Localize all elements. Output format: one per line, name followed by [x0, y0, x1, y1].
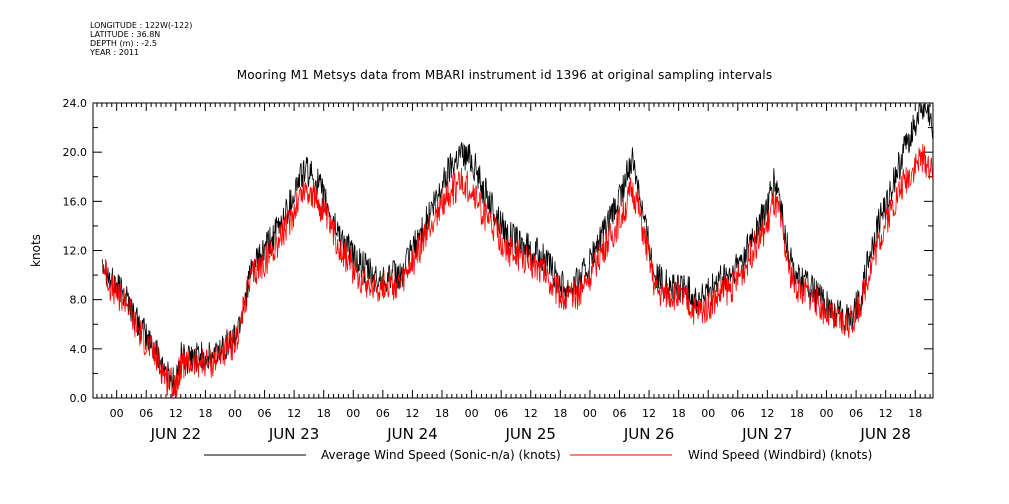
x-tick-label: 12: [879, 407, 893, 420]
x-tick-label: 00: [346, 407, 360, 420]
y-tick-label: 16.0: [63, 195, 88, 208]
y-tick-label: 4.0: [70, 343, 88, 356]
depth-label: DEPTH (m) : -2.5: [90, 39, 157, 48]
x-day-label: JUN 23: [268, 425, 319, 443]
series-line-windbird: [102, 143, 934, 399]
metadata-block: LONGITUDE : 122W(-122) LATITUDE : 36.8N …: [90, 21, 192, 57]
x-tick-label: 00: [701, 407, 715, 420]
longitude-label: LONGITUDE : 122W(-122): [90, 21, 193, 30]
latitude-label: LATITUDE : 36.8N: [90, 30, 161, 39]
x-tick-label: 06: [258, 407, 272, 420]
x-tick-label: 00: [583, 407, 597, 420]
legend-label: Wind Speed (Windbird) (knots): [688, 448, 872, 462]
x-tick-label: 06: [849, 407, 863, 420]
x-tick-label: 12: [405, 407, 419, 420]
x-tick-label: 18: [198, 407, 212, 420]
x-tick-label: 18: [435, 407, 449, 420]
x-tick-label: 00: [465, 407, 479, 420]
x-tick-label: 12: [287, 407, 301, 420]
x-tick-label: 00: [228, 407, 242, 420]
x-tick-label: 18: [908, 407, 922, 420]
x-tick-label: 06: [731, 407, 745, 420]
x-tick-label: 06: [139, 407, 153, 420]
x-tick-label: 00: [110, 407, 124, 420]
x-day-label: JUN 27: [741, 425, 792, 443]
y-tick-label: 12.0: [63, 245, 88, 258]
x-day-label: JUN 28: [859, 425, 910, 443]
x-tick-label: 12: [524, 407, 538, 420]
x-tick-label: 18: [672, 407, 686, 420]
x-day-label: JUN 24: [386, 425, 437, 443]
x-tick-label: 12: [169, 407, 183, 420]
chart-title: Mooring M1 Metsys data from MBARI instru…: [236, 68, 773, 82]
legend-label: Average Wind Speed (Sonic-n/a) (knots): [321, 448, 561, 462]
x-tick-label: 06: [376, 407, 390, 420]
x-tick-label: 18: [553, 407, 567, 420]
x-tick-label: 06: [494, 407, 508, 420]
x-day-label: JUN 25: [505, 425, 556, 443]
x-day-label: JUN 22: [150, 425, 201, 443]
year-label: YEAR : 2011: [90, 48, 140, 57]
x-day-label: JUN 26: [623, 425, 674, 443]
x-tick-label: 12: [760, 407, 774, 420]
y-tick-label: 8.0: [70, 294, 88, 307]
x-tick-label: 18: [317, 407, 331, 420]
x-tick-label: 12: [642, 407, 656, 420]
y-tick-label: 0.0: [70, 392, 88, 405]
x-tick-label: 18: [790, 407, 804, 420]
y-tick-label: 20.0: [63, 146, 88, 159]
x-tick-label: 00: [820, 407, 834, 420]
x-tick-label: 06: [612, 407, 626, 420]
y-axis-label: knots: [29, 234, 43, 267]
y-tick-label: 24.0: [63, 97, 88, 110]
